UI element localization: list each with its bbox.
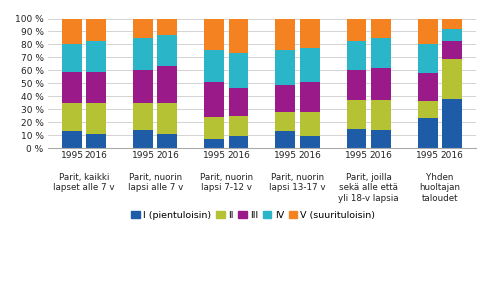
Bar bbox=[133, 130, 153, 148]
Bar bbox=[371, 130, 391, 148]
Legend: I (pientuloisin), II, III, IV, V (suurituloisin): I (pientuloisin), II, III, IV, V (suurit… bbox=[128, 207, 379, 224]
Bar bbox=[86, 72, 106, 103]
Bar bbox=[62, 103, 82, 131]
Bar bbox=[204, 139, 224, 148]
Bar bbox=[133, 38, 153, 70]
Bar bbox=[371, 18, 391, 38]
Bar bbox=[228, 88, 248, 116]
Bar bbox=[204, 50, 224, 82]
Bar bbox=[275, 18, 296, 50]
Bar bbox=[300, 136, 320, 148]
Bar bbox=[133, 18, 153, 38]
Bar bbox=[442, 29, 462, 41]
Bar bbox=[204, 18, 224, 50]
Bar bbox=[86, 18, 106, 41]
Bar bbox=[371, 100, 391, 130]
Bar bbox=[275, 50, 296, 85]
Bar bbox=[158, 66, 177, 103]
Bar bbox=[86, 103, 106, 134]
Bar bbox=[158, 103, 177, 134]
Bar bbox=[158, 35, 177, 66]
Bar bbox=[133, 70, 153, 103]
Bar bbox=[204, 82, 224, 117]
Bar bbox=[347, 18, 366, 41]
Bar bbox=[442, 41, 462, 59]
Bar bbox=[371, 68, 391, 100]
Bar bbox=[275, 112, 296, 131]
Bar bbox=[418, 18, 437, 45]
Bar bbox=[442, 99, 462, 148]
Bar bbox=[300, 82, 320, 112]
Bar bbox=[300, 48, 320, 82]
Bar bbox=[228, 18, 248, 54]
Bar bbox=[86, 41, 106, 72]
Bar bbox=[62, 72, 82, 103]
Bar bbox=[158, 134, 177, 148]
Bar bbox=[275, 85, 296, 112]
Bar bbox=[347, 129, 366, 148]
Bar bbox=[418, 102, 437, 118]
Bar bbox=[228, 116, 248, 136]
Bar bbox=[62, 131, 82, 148]
Bar bbox=[275, 131, 296, 148]
Bar bbox=[62, 18, 82, 45]
Bar bbox=[300, 112, 320, 136]
Bar bbox=[371, 38, 391, 68]
Bar bbox=[347, 41, 366, 70]
Bar bbox=[418, 118, 437, 148]
Bar bbox=[300, 18, 320, 48]
Bar bbox=[204, 117, 224, 139]
Bar bbox=[347, 70, 366, 100]
Bar bbox=[133, 103, 153, 130]
Bar bbox=[442, 18, 462, 29]
Bar bbox=[347, 100, 366, 129]
Bar bbox=[86, 134, 106, 148]
Bar bbox=[228, 136, 248, 148]
Bar bbox=[418, 45, 437, 73]
Bar bbox=[228, 54, 248, 88]
Bar bbox=[442, 59, 462, 99]
Bar bbox=[62, 45, 82, 72]
Bar bbox=[158, 18, 177, 35]
Bar bbox=[418, 73, 437, 102]
